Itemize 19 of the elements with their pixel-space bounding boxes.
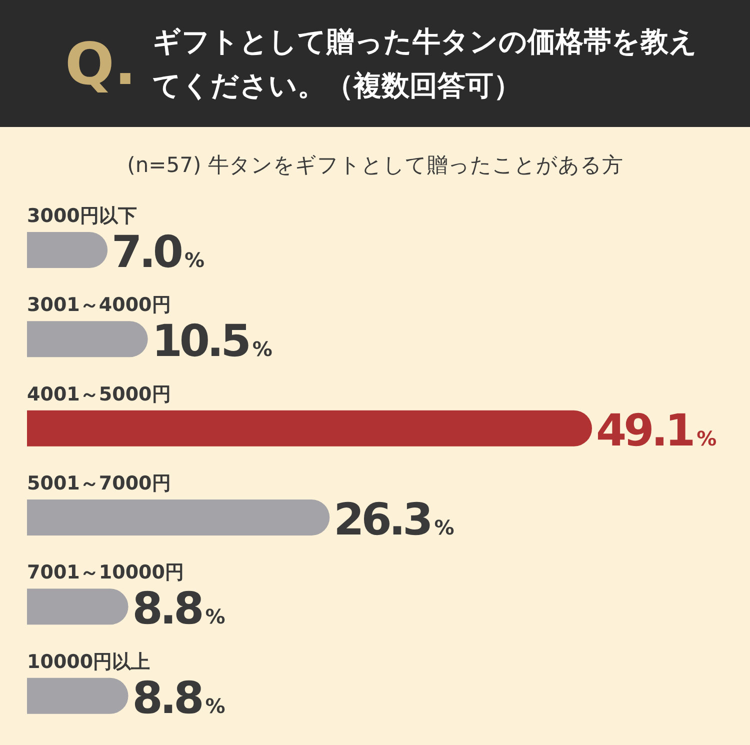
bar <box>27 410 592 446</box>
y-tick-label: 3000円以下 <box>27 205 137 227</box>
data-label: 7.0% <box>112 227 205 278</box>
y-tick-label: 5001～7000円 <box>27 472 171 494</box>
y-tick-label: 3001～4000円 <box>27 294 171 316</box>
bar <box>27 500 330 536</box>
y-tick-label: 10000円以上 <box>27 650 150 673</box>
data-label: 49.1% <box>596 405 717 456</box>
data-label: 8.8% <box>132 672 226 724</box>
chart-subtitle: (n=57) 牛タンをギフトとして贈ったことがある方 <box>126 152 624 179</box>
bar <box>27 232 108 268</box>
bar <box>27 678 128 714</box>
bar <box>27 588 128 625</box>
y-tick-label: 4001～5000円 <box>27 383 171 406</box>
bar <box>27 321 148 358</box>
y-tick-label: 7001～10000円 <box>27 562 184 584</box>
data-label: 10.5% <box>152 316 272 368</box>
data-label: 26.3% <box>334 494 454 546</box>
data-label: 8.8% <box>132 584 226 635</box>
